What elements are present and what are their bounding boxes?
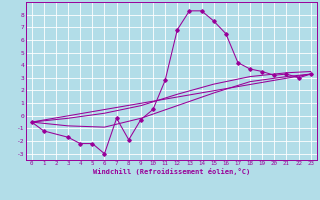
X-axis label: Windchill (Refroidissement éolien,°C): Windchill (Refroidissement éolien,°C) <box>92 168 250 175</box>
